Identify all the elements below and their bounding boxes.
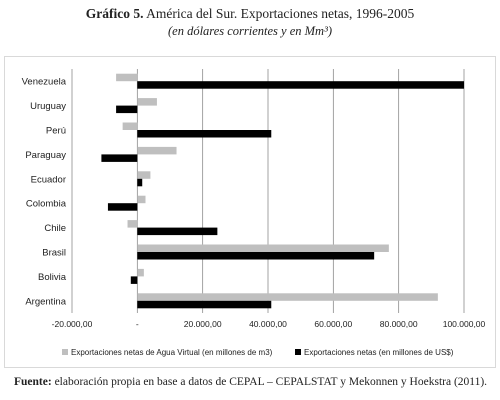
bar-water-paraguay xyxy=(137,146,177,155)
legend-swatch-water xyxy=(62,349,68,355)
chart-title-text: América del Sur. Exportaciones netas, 19… xyxy=(146,6,415,21)
bar-usd-brasil xyxy=(137,252,375,260)
category-labels: Venezuela Uruguay Perú Paraguay Ecuador Colom… xyxy=(22,77,67,308)
bar-usd-venezuela xyxy=(137,81,465,89)
bar-usd-paraguay xyxy=(101,154,138,162)
bar-water-brasil xyxy=(137,244,389,252)
category-label: Bolivia xyxy=(38,272,67,283)
source-note: Fuente: elaboración propia en base a dat… xyxy=(14,376,487,388)
bar-usd-uruguay xyxy=(116,105,138,114)
legend-label-usd: Exportaciones netas (en millones de US$) xyxy=(304,348,454,357)
category-label: Paraguay xyxy=(25,150,66,161)
bar-water-chile xyxy=(127,220,138,228)
bar-usd-colombia xyxy=(107,203,138,211)
x-tick-label: 60.000,00 xyxy=(314,319,352,329)
x-tick-label: -20.000,00 xyxy=(52,319,93,329)
bar-usd-chile xyxy=(137,227,218,236)
bar-water-venezuela xyxy=(116,73,138,82)
x-tick-labels: -20.000,00-20.000,00 40.000,00 60.000,00 80… xyxy=(52,319,486,329)
category-label: Ecuador xyxy=(31,174,66,185)
category-label: Chile xyxy=(44,223,66,234)
chart-frame xyxy=(4,56,496,368)
source-text: elaboración propia en base a datos de CE… xyxy=(54,376,488,388)
bar-usd-ecuador xyxy=(137,178,143,187)
bars xyxy=(101,73,465,309)
legend-label-water: Exportaciones netas de Agua Virtual (en … xyxy=(71,348,273,357)
bar-water-bolivia xyxy=(137,268,144,277)
chart-subtitle: (en dólares corrientes y en Mm³) xyxy=(167,24,332,38)
category-label: Uruguay xyxy=(30,101,66,112)
bar-water-perú xyxy=(122,122,138,130)
legend-swatch-usd xyxy=(295,349,301,355)
bar-water-ecuador xyxy=(137,171,151,179)
x-tick-label: 100.000,00 xyxy=(443,319,486,329)
category-label: Perú xyxy=(46,126,66,137)
bar-water-uruguay xyxy=(137,98,157,106)
chart-title: Gráfico 5. América del Sur. Exportacione… xyxy=(0,6,500,22)
x-tick-label: - xyxy=(136,319,139,329)
gridlines xyxy=(71,69,465,313)
category-label: Brasil xyxy=(42,248,66,259)
category-label: Colombia xyxy=(26,199,67,210)
source-label: Fuente: xyxy=(14,376,52,388)
category-label: Argentina xyxy=(25,296,66,307)
bar-usd-argentina xyxy=(137,300,272,309)
bar-usd-bolivia xyxy=(130,276,138,284)
x-tick-label: 20.000,00 xyxy=(184,319,222,329)
legend: Exportaciones netas de Agua Virtual (en … xyxy=(62,348,454,357)
bar-water-colombia xyxy=(137,195,146,204)
x-tick-label: 80.000,00 xyxy=(380,319,418,329)
bar-usd-perú xyxy=(137,130,272,138)
x-tick-label: 40.000,00 xyxy=(249,319,287,329)
category-label: Venezuela xyxy=(22,77,67,88)
bar-water-argentina xyxy=(137,293,438,301)
figure-label: Gráfico 5. xyxy=(85,6,144,21)
